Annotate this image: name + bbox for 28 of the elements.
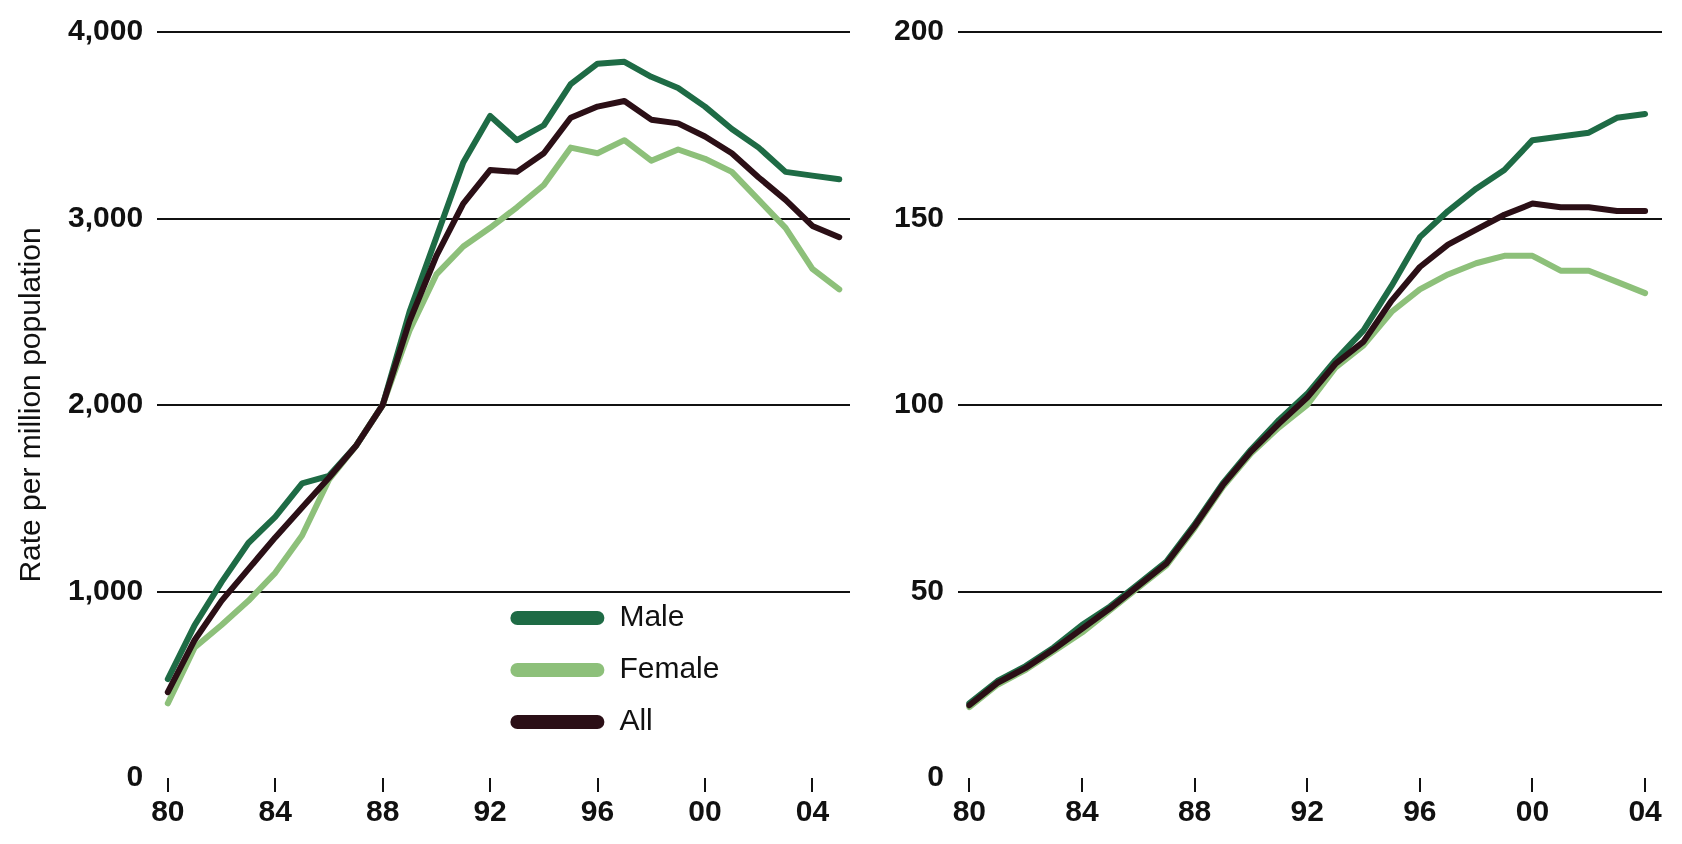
- y-tick-label: 150: [893, 199, 945, 233]
- x-tick-label: 96: [580, 794, 615, 828]
- y-tick-label: 3,000: [68, 199, 144, 233]
- x-tick-label: 04: [795, 794, 830, 828]
- x-tick-label: 84: [1065, 794, 1099, 828]
- y-tick-label: 200: [893, 13, 945, 47]
- y-axis-title: Rate per million population: [13, 227, 47, 583]
- x-tick-label: 04: [1628, 794, 1663, 828]
- legend-label: Male: [619, 599, 685, 633]
- x-tick-label: 96: [1403, 794, 1437, 828]
- x-tick-label: 88: [365, 794, 400, 828]
- x-tick-label: 92: [473, 794, 507, 828]
- x-tick-label: 00: [688, 794, 722, 828]
- y-tick-label: 2,000: [68, 386, 144, 420]
- x-tick-label: 88: [1177, 794, 1212, 828]
- x-tick-label: 80: [151, 794, 185, 828]
- y-tick-label: 4,000: [68, 13, 144, 47]
- y-tick-label: 100: [893, 386, 945, 420]
- y-tick-label: 1,000: [68, 572, 144, 606]
- legend-label: All: [619, 703, 653, 737]
- x-tick-label: 80: [952, 794, 986, 828]
- x-tick-label: 92: [1290, 794, 1324, 828]
- y-tick-label: 0: [126, 759, 144, 793]
- y-tick-label: 50: [910, 572, 945, 606]
- x-tick-label: 84: [258, 794, 293, 828]
- y-tick-label: 0: [927, 759, 945, 793]
- x-tick-label: 00: [1515, 794, 1550, 828]
- legend-label: Female: [619, 651, 720, 685]
